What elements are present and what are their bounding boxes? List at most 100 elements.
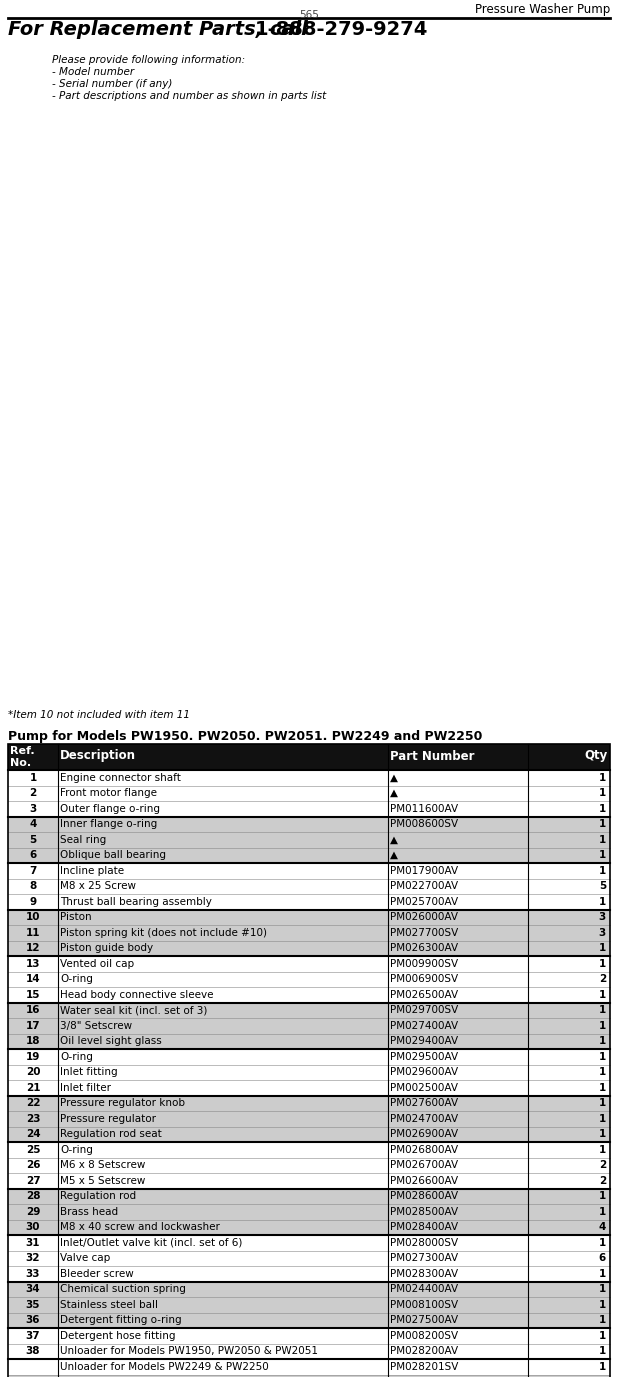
Text: 3/8" Setscrew: 3/8" Setscrew (60, 1020, 132, 1031)
Text: 5: 5 (599, 881, 606, 891)
Text: 1: 1 (599, 990, 606, 1000)
Bar (8, 1374, 610, 1377)
Text: 2: 2 (599, 1161, 606, 1170)
Text: 1: 1 (599, 1005, 606, 1015)
Text: 20: 20 (26, 1067, 40, 1077)
Bar (8, 1282, 610, 1297)
Bar (8, 879, 610, 894)
Text: 25: 25 (26, 1144, 40, 1155)
Bar (8, 1080, 610, 1096)
Text: 1: 1 (599, 1067, 606, 1077)
Text: 565: 565 (299, 10, 319, 21)
Text: 34: 34 (26, 1285, 40, 1294)
Text: Outer flange o-ring: Outer flange o-ring (60, 804, 160, 814)
Text: Inner flange o-ring: Inner flange o-ring (60, 819, 157, 829)
Text: PM027500AV: PM027500AV (390, 1315, 458, 1325)
Text: 35: 35 (26, 1300, 40, 1310)
Text: 1: 1 (599, 1206, 606, 1217)
Text: - Model number: - Model number (52, 67, 134, 77)
Text: Inlet filter: Inlet filter (60, 1082, 111, 1093)
Text: 1: 1 (599, 1330, 606, 1341)
Text: 9: 9 (30, 896, 36, 906)
Text: 6: 6 (30, 850, 36, 861)
Bar (8, 847, 610, 863)
Text: 2: 2 (599, 1176, 606, 1186)
Bar (8, 1111, 610, 1126)
Bar (8, 1158, 610, 1173)
Text: Seal ring: Seal ring (60, 834, 106, 844)
Text: PM029600AV: PM029600AV (390, 1067, 458, 1077)
Text: 1: 1 (599, 866, 606, 876)
Text: PM011600AV: PM011600AV (390, 804, 458, 814)
Text: Oil level sight glass: Oil level sight glass (60, 1037, 162, 1047)
Text: PM026300AV: PM026300AV (390, 943, 458, 953)
Text: 6: 6 (599, 1253, 606, 1263)
Text: 1: 1 (599, 804, 606, 814)
Bar (8, 1250, 610, 1265)
Text: PM026800AV: PM026800AV (390, 1144, 458, 1155)
Text: Front motor flange: Front motor flange (60, 788, 157, 799)
Text: 1: 1 (599, 943, 606, 953)
Text: 1: 1 (599, 1099, 606, 1108)
Text: 1: 1 (599, 1129, 606, 1139)
Text: Ref.
No.: Ref. No. (10, 746, 35, 767)
Text: ▲: ▲ (390, 834, 398, 844)
Text: 37: 37 (26, 1330, 40, 1341)
Text: 1: 1 (599, 1082, 606, 1093)
Text: Pressure regulator knob: Pressure regulator knob (60, 1099, 185, 1108)
Text: 1: 1 (599, 834, 606, 844)
Text: PM026600AV: PM026600AV (390, 1176, 458, 1186)
Text: 1: 1 (599, 1300, 606, 1310)
Text: PM029400AV: PM029400AV (390, 1037, 458, 1047)
Text: 27: 27 (26, 1176, 40, 1186)
Text: 4: 4 (29, 819, 36, 829)
Text: 1: 1 (599, 1191, 606, 1201)
Text: 17: 17 (26, 1020, 40, 1031)
Text: 29: 29 (26, 1206, 40, 1217)
Bar (8, 894, 610, 909)
Text: Piston: Piston (60, 912, 91, 923)
Text: ▲: ▲ (390, 772, 398, 782)
Text: 3: 3 (30, 804, 36, 814)
Text: PM024700AV: PM024700AV (390, 1114, 458, 1124)
Bar (8, 925, 610, 940)
Text: 38: 38 (26, 1347, 40, 1356)
Bar (8, 972, 610, 987)
Text: 33: 33 (26, 1268, 40, 1279)
Text: 1: 1 (599, 1037, 606, 1047)
Text: 22: 22 (26, 1099, 40, 1108)
Text: Detergent hose fitting: Detergent hose fitting (60, 1330, 176, 1341)
Text: Regulation rod: Regulation rod (60, 1191, 136, 1201)
Text: PM008100SV: PM008100SV (390, 1300, 458, 1310)
Bar (8, 1327, 610, 1344)
Text: 10: 10 (26, 912, 40, 923)
Text: 16: 16 (26, 1005, 40, 1015)
Text: 15: 15 (26, 990, 40, 1000)
Text: PM022700AV: PM022700AV (390, 881, 458, 891)
Text: 1: 1 (599, 772, 606, 782)
Text: PM026900AV: PM026900AV (390, 1129, 458, 1139)
Text: - Serial number (if any): - Serial number (if any) (52, 78, 172, 90)
Text: 5: 5 (30, 834, 36, 844)
Bar (8, 744, 610, 770)
Text: PM029500AV: PM029500AV (390, 1052, 458, 1062)
Text: 12: 12 (26, 943, 40, 953)
Text: 3: 3 (599, 928, 606, 938)
Text: Inlet fitting: Inlet fitting (60, 1067, 117, 1077)
Bar (8, 1096, 610, 1111)
Bar (8, 1126, 610, 1142)
Text: 1: 1 (599, 958, 606, 969)
Text: 7: 7 (29, 866, 36, 876)
Text: 11: 11 (26, 928, 40, 938)
Text: Please provide following information:: Please provide following information: (52, 55, 245, 65)
Text: O-ring: O-ring (60, 1052, 93, 1062)
Text: PM028000SV: PM028000SV (390, 1238, 458, 1248)
Bar (8, 1188, 610, 1203)
Text: 32: 32 (26, 1253, 40, 1263)
Text: 4: 4 (599, 1223, 606, 1232)
Text: PM002500AV: PM002500AV (390, 1082, 458, 1093)
Bar (8, 832, 610, 847)
Text: *Item 10 not included with item 11: *Item 10 not included with item 11 (8, 711, 190, 720)
Text: Detergent fitting o-ring: Detergent fitting o-ring (60, 1315, 182, 1325)
Text: M5 x 5 Setscrew: M5 x 5 Setscrew (60, 1176, 145, 1186)
